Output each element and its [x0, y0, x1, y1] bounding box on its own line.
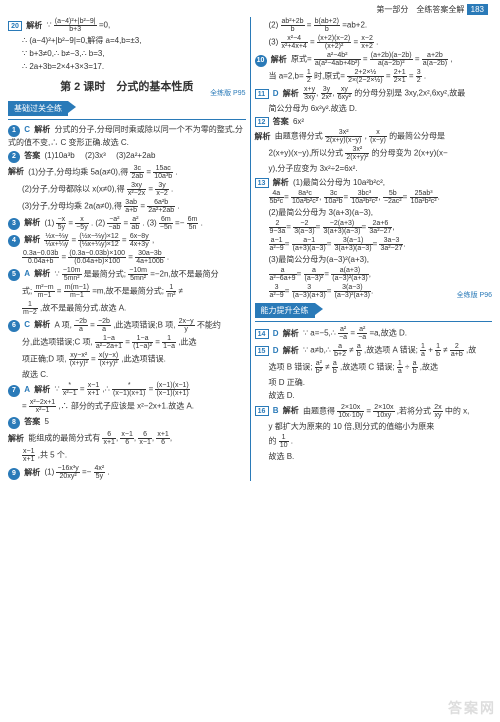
q1: 1 C 解析 分式的分子,分母同时乘或除以同一个不为零的整式,分式的值不变,∴ …: [8, 123, 246, 149]
q4-r2: 0.3a−0.03b0.04a+b = (0.3a−0.03b)×100(0.0…: [8, 249, 246, 266]
q20: 20 解析 ∵ (a−4)²+|b²−9|b+3 =0,: [8, 17, 246, 34]
q3: 3 解析 (1) −x5y = x−5y . (2) −a²−ab = a²ab…: [8, 215, 246, 232]
q15: 15 D 解析 ∵ a≠b,∴ ab+2 ≠ ab ,故选项 A 错误; 1a …: [255, 342, 493, 359]
q9: 9 解析 (1) −16x³y20xy² =− 4x²5y .: [8, 464, 246, 481]
q13-l6: (3)最简公分母为(a−3)²(a+3),: [255, 253, 493, 266]
q13-l7: aa²−6a+9= a(a−3)²= a(a+3)(a−3)²(a+3),: [255, 266, 493, 283]
q8: 8 答案 5: [8, 415, 246, 430]
q15-l2: 选项 B 错误; a²b² ≠ ab ,故选项 C 错误; 1a ÷ ab ,故…: [255, 359, 493, 376]
label-analysis: 解析: [26, 21, 42, 30]
q13-l5: a−1a²−9= a−1(a+3)(a−3)= 3(a−1)3(a+3)(a−3…: [255, 236, 493, 253]
q16: 16 B 解析 由题意得 2×10x10x·10y = 2×10x10xy ,若…: [255, 403, 493, 420]
q15-l3: 项 D 正确.: [255, 376, 493, 389]
q11-l2: 简公分母为 6x²y².故选 D.: [255, 102, 493, 115]
q13: 13 解析 (1)最简公分母为 10a²b²c²,: [255, 176, 493, 189]
q16-l3: 的 110 .: [255, 433, 493, 450]
q11: 11 D 解析 x+y3xy, 3y2x², xy6xy² 的分母分别是 3xy…: [255, 85, 493, 102]
q15-l4: 故选 D.: [255, 389, 493, 402]
frac: (a−4)²+|b²−9|b+3: [54, 18, 97, 33]
page-header: 第一部分 全练答案全解 183: [0, 0, 500, 17]
q7-l2: = x²−2x+1x²−1 ,∴ 部分的式子应该是 x²−2x+1.故选 A.: [8, 398, 246, 415]
q5-l2: 式; m²−mm−1 = m(m−1)m−1 =m,故不是最简分式; 1m² ≠: [8, 283, 246, 300]
bar-basic: 基础过关全练: [8, 101, 68, 116]
q6-l2: 分,此选项错误;C 项, 1−aa²−2a+1 = 1−a(1−a)² = 11…: [8, 334, 246, 351]
two-columns: 20 解析 ∵ (a−4)²+|b²−9|b+3 =0, ∴ (a−4)²+|b…: [0, 17, 500, 481]
right-column: (2) ab²+2bb = b(ab+2)b =ab+2. (3) x²−4x²…: [255, 17, 493, 481]
qnum-1: 1: [8, 125, 20, 137]
q8-p2: x−1x+1 ,共 5 个.: [8, 447, 246, 464]
q9b-p1: (2) ab²+2bb = b(ab+2)b =ab+2.: [255, 17, 493, 34]
page-number: 183: [467, 4, 488, 15]
watermark: 答案网: [448, 698, 496, 718]
q20-l5: ∴ 2a+3b=2×4+3×3=17.: [8, 60, 246, 73]
q12-p2: 2(x+y)(x−y),所以分式 3x²2(x+y)² 的分母变为 2(x+y)…: [255, 145, 493, 162]
q20-l1: ∵: [46, 21, 51, 30]
q5-l3: 1m−2 ,故不是最简分式.故选 A.: [8, 300, 246, 317]
q10-l2: 当 a=2,b= 12 时,原式= 2+2×½2×(2−2×½) = 2+12×…: [255, 68, 493, 85]
q2-p1: 解析 (1)分子,分母均乘 5a(a≠0),得 3c2ab = 15ac10a³…: [8, 164, 246, 181]
q5: 5 A 解析 ∵ −10m5mn² 是最简分式; −10m5mn² =−2n,故…: [8, 266, 246, 283]
left-column: 20 解析 ∵ (a−4)²+|b²−9|b+3 =0, ∴ (a−4)²+|b…: [8, 17, 246, 481]
column-divider: [250, 17, 251, 481]
bar-line: 基础过关全练 全练版 P95: [8, 98, 246, 120]
q12: 12 答案 6x²: [255, 115, 493, 128]
q16-l4: 故选 B.: [255, 450, 493, 463]
q8-p1: 解析 能组成的最简分式有 6x+1, x−16, 6x−1, x+16,: [8, 430, 246, 447]
q13-l4: 29−3a= −23(a−3)= −2(a+3)3(a+3)(a−3)= 2a+…: [255, 219, 493, 236]
bar-ability: 能力提升全练: [255, 303, 315, 318]
q4: 4 解析 ½x−⅔y⅓x+¼y = (½x−⅔y)×12(⅓x+¼y)×12 =…: [8, 232, 246, 249]
q12-p3: y),分子应变为 3x²÷2=6x².: [255, 162, 493, 175]
q6-l3: 项正确;D 项, xy−x²(x+y)² = x(y−x)(x+y)² ,此选项…: [8, 351, 246, 368]
q2-p2: (2)分子,分母都除以 x(x≠0),得 3xyx²−2x = 3yx−2 .: [8, 181, 246, 198]
qnum-2: 2: [8, 151, 20, 163]
q2: 2 答案 (1)10a³b (2)3x³ (3)2a²+2ab: [8, 149, 246, 164]
q14: 14 D 解析 ∵ a=−5,∴ a²−a = a²−a =a,故选 D.: [255, 325, 493, 342]
q10: 10 解析 原式= a²−4b²a(a²−4ab+4b²) = (a+2b)(a…: [255, 51, 493, 68]
bar-ref2: 全练版 P96: [457, 290, 492, 300]
q13-l3: (2)最简公分母为 3(a+3)(a−3),: [255, 206, 493, 219]
q7: 7 A 解析 ∵ *x²−1 = x−1x+1 ,∴ *(x−1)(x+1) =…: [8, 381, 246, 398]
q6: 6 C 解析 A 项, −2ba = −2ba ,此选项错误;B 项, 2x−y…: [8, 317, 246, 334]
q12-p1: 解析 由题意得分式 3x²2(x+y)(x−y) , x(x−y) 的最简公分母…: [255, 128, 493, 145]
q13-l2: 4a5b²c= 8a³c10a²b²c², 3c10a²b= 3bc³10a²b…: [255, 189, 493, 206]
bar-ref: 全练版 P95: [210, 88, 245, 98]
part-label: 第一部分 全练答案全解: [376, 5, 464, 14]
bar-line2: 能力提升全练 全练版 P96: [255, 300, 493, 322]
q20-l4: ∵ b+3≠0,∴ b≠−3,∴ b=3,: [8, 47, 246, 60]
q6-l4: 故选 C.: [8, 368, 246, 381]
q16-l2: y 都扩大为原来的 10 倍,则分式的值缩小为原来: [255, 420, 493, 433]
qnum-20: 20: [8, 21, 22, 31]
ans-c: C: [24, 125, 30, 134]
q20-l3: ∴ (a−4)²+|b²−9|=0,解得 a=4,b=±3,: [8, 34, 246, 47]
q9b-p2: (3) x²−4x²+4x+4 = (x+2)(x−2)(x+2)² = x−2…: [255, 34, 493, 51]
q2-p3: (3)分子,分母均乘 2a(a≠0),得 3aba+b = 6a²b2a²+2a…: [8, 198, 246, 215]
